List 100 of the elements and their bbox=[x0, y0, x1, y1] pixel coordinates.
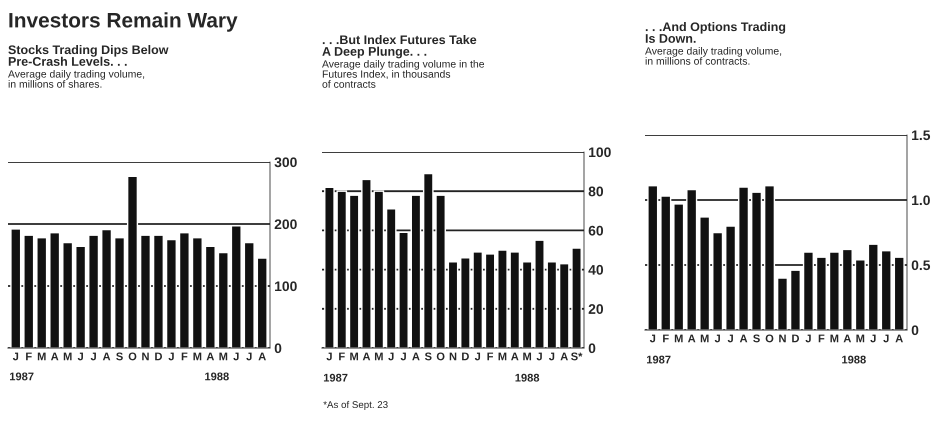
x-tick-label: J bbox=[388, 352, 394, 360]
x-tick-label: M bbox=[374, 352, 383, 360]
x-tick-label: A bbox=[412, 352, 420, 360]
x-tick-label: M bbox=[219, 352, 228, 360]
bar bbox=[725, 225, 736, 330]
text: Average daily trading volume, in millions of contracts. bbox=[645, 47, 782, 65]
x-tick-label: S bbox=[116, 352, 123, 360]
x-tick-label: J bbox=[90, 352, 96, 360]
text: 1988 bbox=[842, 356, 866, 364]
text: Average daily trading volume, in millions of shares. bbox=[8, 70, 144, 88]
x-tick-label: J bbox=[650, 334, 656, 342]
bar bbox=[88, 234, 100, 348]
bar bbox=[558, 263, 570, 348]
bar bbox=[738, 186, 750, 330]
x-tick-label: J bbox=[246, 352, 252, 360]
x-tick-label: M bbox=[523, 352, 532, 360]
bar bbox=[790, 270, 802, 330]
x-tick-label: A bbox=[50, 352, 58, 360]
bar bbox=[324, 186, 335, 348]
bar bbox=[101, 228, 112, 348]
x-tick-label: M bbox=[498, 352, 506, 360]
bar bbox=[802, 251, 814, 330]
x-tick-label: A bbox=[560, 352, 568, 360]
x-tick-label: S bbox=[424, 352, 432, 360]
x-tick-label: J bbox=[548, 352, 554, 360]
y-tick-label: 0.5 bbox=[912, 260, 930, 270]
x-tick-label: J bbox=[12, 352, 18, 360]
x-tick-label: A bbox=[895, 334, 903, 342]
bar bbox=[776, 277, 788, 330]
text: 1987 bbox=[10, 372, 34, 380]
bar bbox=[75, 246, 86, 348]
chart-subtitle: . . .But Index Futures Take A Deep Plunge. . . bbox=[322, 35, 476, 58]
chart-title: Investors Remain Wary bbox=[9, 12, 238, 32]
bar bbox=[336, 190, 348, 348]
x-tick-label: J bbox=[870, 334, 876, 342]
bar bbox=[816, 256, 827, 330]
x-tick-label: M bbox=[38, 352, 46, 360]
text: 1987 bbox=[324, 374, 348, 382]
x-tick-label: O bbox=[128, 352, 136, 360]
bar bbox=[828, 251, 840, 330]
bar bbox=[126, 176, 138, 348]
x-tick-label: M bbox=[700, 334, 709, 342]
x-tick-label: J bbox=[714, 334, 720, 342]
y-tick-label: 300 bbox=[274, 157, 297, 168]
x-tick-label: J bbox=[400, 352, 406, 360]
y-tick-label: 40 bbox=[588, 264, 604, 275]
chart-subtitle: Stocks Trading Dips Below Pre-Crash Levels. . . bbox=[8, 45, 168, 66]
x-tick-label: A bbox=[362, 352, 370, 360]
y-tick-label: 0 bbox=[588, 343, 596, 354]
y-tick-label: 1.5 bbox=[912, 130, 930, 140]
x-tick-label: M bbox=[830, 334, 838, 342]
x-tick-label: A bbox=[844, 334, 852, 342]
x-tick-label: J bbox=[168, 352, 174, 360]
x-tick-label: A bbox=[258, 352, 266, 360]
y-tick-label: 20 bbox=[588, 304, 604, 314]
x-tick-label: J bbox=[233, 352, 239, 360]
x-tick-label: M bbox=[856, 334, 864, 342]
x-tick-label: N bbox=[450, 352, 456, 360]
y-tick-label: 200 bbox=[274, 219, 297, 230]
bar bbox=[750, 192, 762, 330]
x-tick-label: J bbox=[883, 334, 889, 342]
x-tick-label: O bbox=[766, 334, 774, 342]
x-tick-label: J bbox=[78, 352, 83, 360]
x-tick-label: F bbox=[487, 352, 494, 360]
y-tick-label: 60 bbox=[588, 226, 604, 236]
text: *As of Sept. 23 bbox=[323, 400, 388, 410]
text: Average daily trading volume in the Futures Index, in thousands of contracts bbox=[322, 60, 484, 88]
x-tick-label: F bbox=[663, 334, 669, 342]
x-tick-label: J bbox=[326, 352, 332, 360]
y-tick-label: 80 bbox=[588, 186, 604, 196]
text: 1988 bbox=[515, 374, 540, 382]
y-tick-label: 0 bbox=[274, 343, 282, 354]
x-tick-label: A bbox=[688, 334, 696, 342]
x-tick-label: M bbox=[674, 334, 683, 342]
x-tick-label: D bbox=[155, 352, 162, 360]
bar bbox=[764, 185, 776, 330]
x-tick-label: D bbox=[792, 334, 799, 342]
x-tick-label: J bbox=[806, 334, 811, 342]
x-tick-label: F bbox=[818, 334, 824, 342]
x-tick-label: A bbox=[206, 352, 214, 360]
x-tick-label: S bbox=[753, 334, 760, 342]
x-tick-label: M bbox=[193, 352, 202, 360]
bar bbox=[114, 236, 126, 348]
y-tick-label: 100 bbox=[589, 147, 611, 158]
x-tick-label: N bbox=[779, 334, 786, 342]
x-tick-label: A bbox=[102, 352, 110, 360]
x-tick-label: M bbox=[64, 352, 72, 360]
x-tick-label: N bbox=[142, 352, 149, 360]
x-tick-label: F bbox=[339, 352, 345, 360]
x-tick-label: F bbox=[182, 352, 188, 360]
bar bbox=[712, 232, 724, 330]
bar bbox=[571, 247, 582, 348]
bar bbox=[178, 232, 190, 348]
x-tick-label: J bbox=[728, 334, 733, 342]
x-tick-label: O bbox=[436, 352, 444, 360]
x-tick-label: A bbox=[511, 352, 519, 360]
x-tick-label: J bbox=[474, 352, 480, 360]
x-tick-label: M bbox=[350, 352, 358, 360]
y-tick-label: 100 bbox=[275, 281, 297, 292]
bar bbox=[192, 236, 203, 348]
